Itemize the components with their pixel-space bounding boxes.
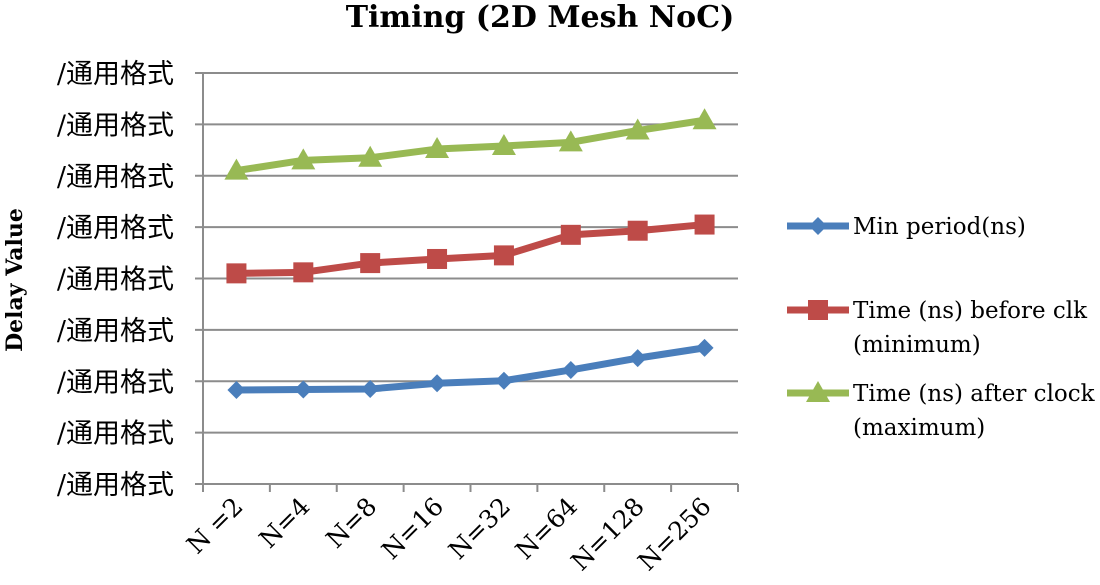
legend-label: Time (ns) before clk	[853, 298, 1088, 324]
x-tick-label: N=4	[254, 492, 316, 554]
y-tick-label: /通用格式	[57, 470, 174, 501]
data-point-diamond	[428, 374, 447, 393]
legend-label: (minimum)	[853, 332, 981, 358]
x-tick-label: N =2	[181, 492, 249, 560]
legend-label: Time (ns) after clock	[853, 381, 1096, 407]
data-point-triangle	[806, 381, 830, 402]
data-point-diamond	[809, 217, 827, 235]
data-point-square	[627, 220, 648, 241]
x-tick-label: N=128	[565, 492, 650, 577]
data-point-diamond	[628, 349, 647, 368]
y-tick-label: /通用格式	[57, 213, 174, 244]
data-point-triangle	[692, 108, 717, 130]
data-point-square	[560, 224, 581, 245]
chart-title: Timing (2D Mesh NoC)	[346, 0, 735, 35]
y-tick-labels: /通用格式/通用格式/通用格式/通用格式/通用格式/通用格式/通用格式/通用格式…	[57, 59, 174, 501]
data-point-square	[694, 214, 715, 235]
data-point-triangle	[425, 137, 450, 159]
data-point-square	[808, 300, 828, 320]
y-tick-label: /通用格式	[57, 162, 174, 193]
y-tick-label: /通用格式	[57, 265, 174, 296]
x-tick-label: N=256	[632, 492, 717, 577]
data-point-triangle	[558, 130, 583, 152]
data-point-triangle	[625, 118, 650, 140]
data-point-square	[293, 262, 314, 283]
data-point-square	[427, 248, 448, 269]
data-point-diamond	[695, 338, 714, 357]
series-lines	[224, 108, 717, 399]
legend-label: Min period(ns)	[853, 214, 1026, 240]
data-point-triangle	[291, 148, 316, 170]
x-tick-label: N=8	[320, 492, 382, 554]
gridlines	[195, 72, 739, 492]
y-tick-label: /通用格式	[57, 367, 174, 398]
data-point-diamond	[227, 380, 246, 399]
data-point-diamond	[561, 360, 580, 379]
y-tick-label: /通用格式	[57, 110, 174, 141]
y-tick-label: /通用格式	[57, 59, 174, 90]
y-tick-label: /通用格式	[57, 419, 174, 450]
data-point-square	[493, 245, 514, 266]
data-point-diamond	[294, 380, 313, 399]
series-line-1	[232, 344, 709, 394]
series-line-2	[232, 221, 709, 277]
y-axis-label: Delay Value	[2, 208, 28, 352]
data-point-triangle	[224, 158, 249, 180]
data-point-square	[226, 263, 247, 284]
data-point-diamond	[361, 379, 380, 398]
data-point-square	[360, 253, 381, 274]
series-line-3	[232, 116, 709, 175]
x-tick-label: N=16	[376, 492, 449, 565]
x-tick-label: N=32	[443, 492, 516, 565]
legend: Min period(ns) Time (ns) before clk (minim…	[787, 214, 1096, 441]
y-tick-label: /通用格式	[57, 316, 174, 347]
data-point-triangle	[358, 145, 383, 167]
data-point-diamond	[494, 371, 513, 390]
legend-label: (maximum)	[853, 415, 985, 441]
data-point-triangle	[491, 133, 516, 155]
